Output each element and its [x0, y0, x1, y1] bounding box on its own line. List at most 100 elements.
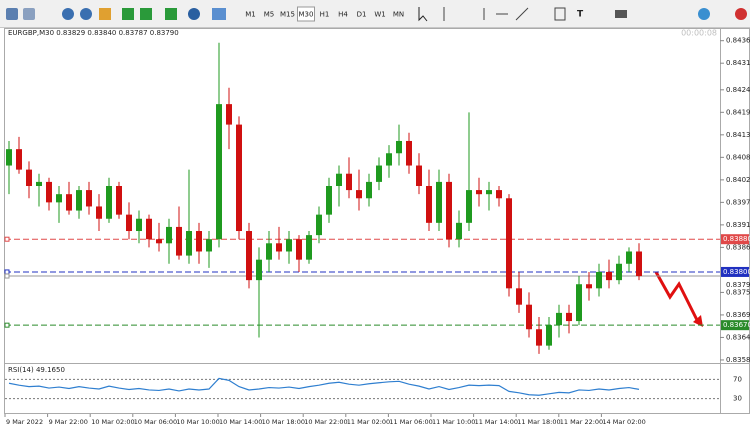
level-label: 0.83670	[723, 321, 750, 329]
candle-body	[636, 251, 642, 277]
toolbar-icons: T	[6, 7, 747, 22]
alert[interactable]	[735, 8, 747, 20]
timeframe-active	[297, 6, 315, 22]
candle-body	[486, 190, 492, 195]
timeframe-button[interactable]: H4	[338, 11, 348, 19]
icon[interactable]	[6, 8, 18, 20]
bar-timer: 00:00:08	[681, 29, 717, 38]
candle-body	[556, 312, 562, 326]
candle-body	[566, 312, 572, 322]
timeframe-button[interactable]: M30	[299, 11, 314, 19]
indicators[interactable]	[165, 8, 177, 20]
candle-body	[416, 165, 422, 186]
time-label: 11 Mar 14:00	[475, 418, 518, 426]
candle-body	[136, 218, 142, 232]
candle-body	[316, 214, 322, 236]
candle-body	[626, 251, 632, 264]
candle-body	[536, 329, 542, 346]
candle-body	[156, 239, 162, 244]
channel[interactable]	[554, 7, 566, 21]
candle-body	[296, 239, 302, 260]
time-label: 11 Mar 18:00	[517, 418, 560, 426]
price-tick-label: 0.83915	[726, 221, 750, 229]
candle-body	[516, 288, 522, 305]
candle-body	[386, 153, 392, 166]
text-tool[interactable]: T	[577, 10, 584, 20]
level-marker	[4, 236, 10, 242]
candle-body	[496, 190, 502, 199]
candle-body	[436, 181, 442, 223]
candle-body	[56, 194, 62, 203]
time-label: 10 Mar 14:00	[219, 418, 262, 426]
chart-shift[interactable]	[122, 8, 134, 20]
price-tick-label: 0.84365	[726, 37, 750, 45]
zoom-in[interactable]	[62, 8, 74, 20]
rsi-line	[8, 377, 640, 396]
time-label: 14 Mar 02:00	[602, 418, 645, 426]
candle-body	[176, 226, 182, 256]
candle-body	[106, 185, 112, 219]
timeframe-button[interactable]: D1	[357, 11, 367, 19]
level-label-box	[721, 320, 749, 331]
candle-body	[616, 263, 622, 281]
level-marker	[4, 322, 10, 328]
annotation-arrow	[654, 271, 700, 323]
time-label: 10 Mar 10:00	[176, 418, 219, 426]
periods[interactable]	[188, 8, 200, 20]
price-tick-label: 0.83695	[726, 311, 750, 319]
candle-body	[366, 181, 372, 199]
level-label: 0.83790	[726, 281, 750, 289]
timeframe-button[interactable]: M15	[280, 11, 295, 19]
candle-body	[326, 185, 332, 215]
rsi-tick-label: 70	[733, 375, 742, 383]
label-tool[interactable]	[615, 10, 627, 18]
timeframe-button[interactable]: M5	[264, 11, 275, 19]
timeframe-button[interactable]: W1	[374, 11, 385, 19]
candle-body	[216, 104, 222, 240]
candle-body	[36, 181, 42, 186]
timeframe-button[interactable]: H1	[320, 11, 330, 19]
candle-body	[356, 190, 362, 199]
candle-body	[226, 104, 232, 125]
candle-body	[446, 181, 452, 240]
time-label: 10 Mar 06:00	[134, 418, 177, 426]
candle-body	[206, 239, 212, 252]
autoscroll[interactable]	[140, 8, 152, 20]
candle-body	[396, 140, 402, 154]
price-tick-label: 0.84025	[726, 176, 750, 184]
candle-body	[466, 190, 472, 223]
zoom-out[interactable]	[80, 8, 92, 20]
chart-header: EURGBP,M30 0.83829 0.83840 0.83787 0.837…	[8, 29, 179, 37]
candle-body	[606, 271, 612, 281]
candle-body	[96, 206, 102, 219]
candle-body	[276, 243, 282, 252]
level-marker	[4, 269, 10, 275]
candle-body	[576, 284, 582, 322]
candle-body	[526, 304, 532, 330]
timeframe-button[interactable]: MN	[393, 11, 404, 19]
level-label-box	[721, 266, 749, 277]
rsi-tick-label: 30	[733, 395, 742, 403]
search[interactable]	[698, 8, 710, 20]
candle-body	[596, 271, 602, 289]
trendline[interactable]	[515, 7, 529, 21]
candle-body	[26, 169, 32, 186]
candle-body	[376, 165, 382, 182]
timeframe-button[interactable]: M1	[245, 11, 256, 19]
candle-body	[126, 214, 132, 232]
templates[interactable]	[212, 8, 226, 20]
candle-body	[286, 239, 292, 252]
icon[interactable]	[23, 8, 35, 20]
tile[interactable]	[99, 8, 111, 20]
level-label: 0.83880	[723, 235, 750, 243]
candle-body	[236, 124, 242, 232]
cursor-tool[interactable]	[418, 7, 428, 22]
candle-body	[66, 194, 72, 211]
candle-body	[246, 231, 252, 281]
